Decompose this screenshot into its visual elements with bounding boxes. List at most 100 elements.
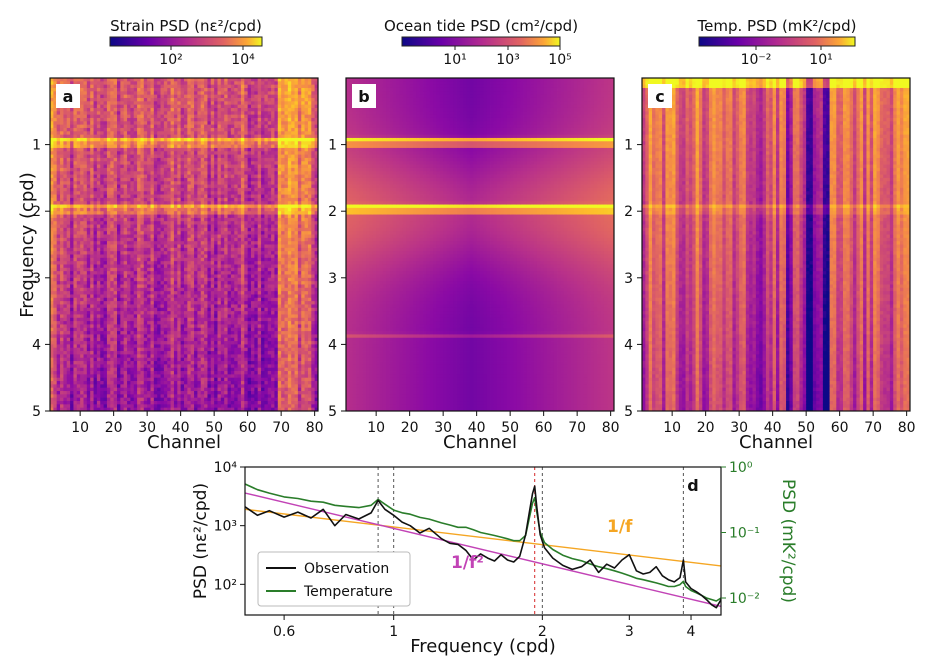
heatmap-cell (157, 257, 161, 262)
heatmap-cell (153, 317, 158, 322)
heatmap-cell (140, 347, 145, 352)
heatmap-cell (197, 81, 202, 86)
heatmap-cell (70, 294, 74, 299)
heatmap-cell (80, 314, 84, 319)
heatmap-cell (177, 361, 182, 365)
heatmap-cell (127, 364, 131, 369)
heatmap-cell (187, 381, 192, 385)
heatmap-cell (53, 121, 58, 126)
heatmap-cell (153, 354, 158, 359)
heatmap-cell (160, 384, 165, 389)
heatmap-cell (120, 197, 125, 202)
heatmap-cell (194, 94, 198, 99)
heatmap-cell (56, 81, 61, 86)
heatmap-cell (147, 287, 151, 292)
heatmap-cell (163, 297, 168, 302)
heatmap-cell (80, 321, 84, 325)
heatmap-cell (103, 204, 108, 209)
heatmap-cell (56, 371, 61, 375)
heatmap-cell (167, 277, 171, 282)
heatmap-cell (103, 131, 108, 136)
heatmap-cell (103, 261, 108, 265)
heatmap-cell (173, 394, 178, 399)
colorbar-b-tick-2: 10³ (496, 52, 519, 68)
heatmap-cell (100, 204, 104, 209)
heatmap-cell (197, 87, 202, 92)
heatmap-cell (120, 104, 125, 109)
heatmap-cell (83, 284, 88, 289)
heatmap-cell (170, 177, 175, 182)
heatmap-cell (127, 211, 131, 215)
heatmap-cell (184, 164, 188, 169)
heatmap-cell (153, 154, 158, 159)
heatmap-cell (86, 234, 91, 239)
heatmap-cell (163, 161, 168, 165)
heatmap-cell (153, 271, 158, 275)
heatmap-cell (117, 131, 121, 136)
heatmap-cell (110, 387, 115, 392)
heatmap-cell (86, 147, 91, 152)
heatmap-cell (137, 87, 141, 92)
heatmap-cell (167, 337, 171, 342)
heatmap-cell (150, 284, 155, 289)
heatmap-cell (117, 314, 121, 319)
heatmap-cell (187, 301, 192, 305)
heatmap-cell (120, 374, 125, 379)
heatmap-cell (190, 81, 195, 86)
heatmap-cell (200, 341, 205, 345)
heatmap-cell (184, 91, 188, 96)
heatmap-cell (200, 84, 205, 89)
heatmap-cell (194, 281, 198, 285)
heatmap-cell (70, 261, 74, 265)
heatmap-cell (160, 307, 165, 312)
heatmap-cell (53, 81, 58, 86)
heatmap-cell (50, 171, 54, 175)
heatmap-cell (83, 104, 88, 109)
heatmap-cell (56, 151, 61, 155)
heatmap-cell (187, 357, 192, 362)
heatmap-cell (76, 307, 81, 312)
heatmap-cell (66, 124, 71, 129)
heatmap-cell (133, 221, 138, 225)
heatmap-cell (93, 257, 98, 262)
heatmap-cell (167, 237, 171, 242)
heatmap-cell (103, 177, 108, 182)
heatmap-cell (86, 78, 91, 82)
heatmap-cell (110, 204, 115, 209)
heatmap-cell (177, 287, 182, 292)
heatmap-cell (137, 397, 141, 402)
heatmap-cell (184, 244, 188, 249)
heatmap-cell (167, 327, 171, 332)
heatmap-cell (60, 284, 64, 289)
heatmap-cell (123, 364, 128, 369)
heatmap-cell (197, 304, 202, 309)
heatmap-cell (210, 234, 215, 239)
heatmap-cell (63, 247, 68, 252)
colorbar-c: Temp. PSD (mK²/cpd) 10⁻² 10¹ (697, 17, 857, 68)
heatmap-cell (200, 301, 205, 305)
heatmap-cell (150, 191, 155, 195)
heatmap-cell (53, 314, 58, 319)
heatmap-cell (103, 154, 108, 159)
heatmap-cell (120, 84, 125, 89)
heatmap-cell (173, 244, 178, 249)
heatmap-cell (177, 317, 182, 322)
heatmap-cell (76, 191, 81, 195)
heatmap-cell (73, 331, 78, 335)
heatmap-cell (96, 284, 101, 289)
heatmap-cell (190, 117, 195, 122)
heatmap-cell (194, 161, 198, 165)
heatmap-cell (127, 401, 131, 405)
heatmap-cell (184, 264, 188, 269)
heatmap-cell (180, 287, 185, 292)
heatmap-cell (133, 377, 138, 382)
heatmap-cell (50, 357, 54, 362)
heatmap-cell (173, 114, 178, 119)
heatmap-cell (197, 284, 202, 289)
heatmap-cell (147, 271, 151, 275)
heatmap-cell (140, 211, 145, 215)
heatmap-cell (184, 87, 188, 92)
heatmap-cell (120, 271, 125, 275)
heatmap-cell (157, 214, 161, 219)
heatmap-cell (160, 97, 165, 102)
